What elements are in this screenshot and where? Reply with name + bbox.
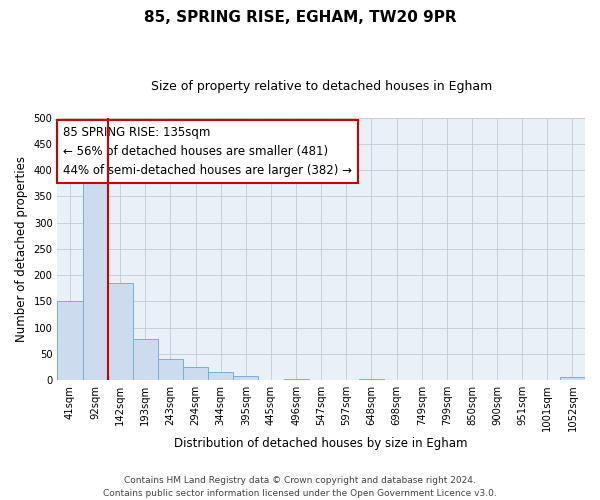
Bar [359, 379, 384, 380]
Bar [560, 378, 585, 380]
Bar [158, 359, 183, 380]
Y-axis label: Number of detached properties: Number of detached properties [15, 156, 28, 342]
Text: Contains HM Land Registry data © Crown copyright and database right 2024.
Contai: Contains HM Land Registry data © Crown c… [103, 476, 497, 498]
Bar [133, 339, 158, 380]
Bar [284, 379, 308, 380]
Bar [183, 367, 208, 380]
Bar [83, 180, 107, 380]
Bar [58, 302, 83, 380]
Bar [233, 376, 259, 380]
Bar [208, 372, 233, 380]
Text: 85 SPRING RISE: 135sqm
← 56% of detached houses are smaller (481)
44% of semi-de: 85 SPRING RISE: 135sqm ← 56% of detached… [62, 126, 352, 176]
Title: Size of property relative to detached houses in Egham: Size of property relative to detached ho… [151, 80, 492, 93]
Text: 85, SPRING RISE, EGHAM, TW20 9PR: 85, SPRING RISE, EGHAM, TW20 9PR [143, 10, 457, 25]
Bar [107, 283, 133, 380]
X-axis label: Distribution of detached houses by size in Egham: Distribution of detached houses by size … [175, 437, 468, 450]
